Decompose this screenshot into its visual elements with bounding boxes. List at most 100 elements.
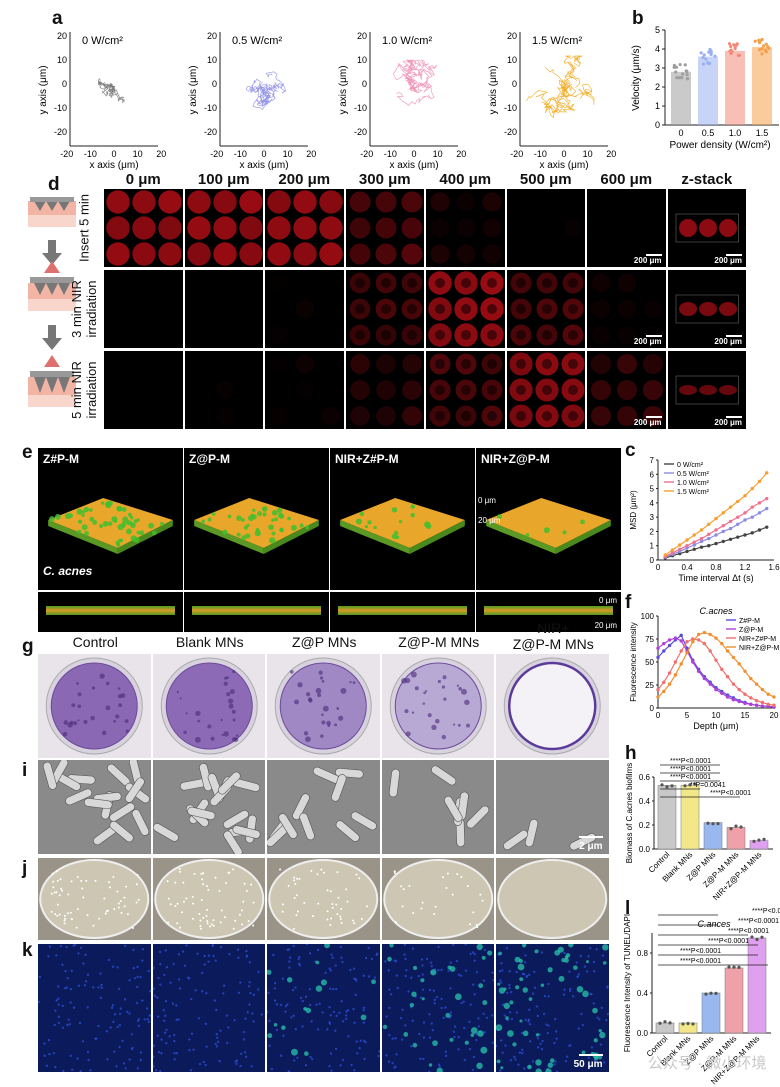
bar	[726, 827, 746, 850]
dapi-nucleus	[218, 1029, 222, 1032]
confocal-image	[426, 351, 505, 429]
dapi-nucleus	[606, 986, 609, 989]
tunel-positive	[429, 969, 436, 976]
y-tick-label: 10	[357, 55, 367, 65]
dapi-nucleus	[279, 1054, 283, 1057]
colony	[67, 893, 70, 896]
dapi-nucleus	[452, 1030, 455, 1034]
fluorescent-spot	[106, 242, 130, 266]
data-point	[767, 46, 771, 50]
dapi-nucleus	[571, 995, 575, 998]
data-point	[702, 641, 707, 646]
dapi-nucleus	[499, 1069, 502, 1072]
data-point	[679, 639, 683, 643]
sem-image	[38, 760, 151, 854]
y-axis-label: y axis (μm)	[338, 65, 349, 114]
colony	[205, 908, 208, 911]
dapi-nucleus	[461, 1000, 465, 1003]
stain-speck	[124, 719, 129, 723]
dapi-nucleus	[496, 1044, 498, 1048]
confocal-image: 200 μm	[667, 189, 746, 267]
dapi-nucleus	[533, 986, 537, 990]
stain-speck	[118, 703, 122, 708]
dapi-nucleus	[48, 945, 52, 948]
dapi-nucleus	[316, 948, 320, 952]
panel-label-g: g	[22, 636, 34, 657]
stain-speck	[206, 724, 211, 729]
colony	[475, 923, 478, 926]
live-cell-spot	[305, 525, 310, 530]
dapi-nucleus	[137, 1024, 140, 1028]
data-point	[706, 821, 710, 825]
data-point	[663, 553, 667, 557]
y-tick-label: 0	[212, 79, 217, 89]
live-cell-spot	[130, 535, 137, 542]
fluorescent-spot	[616, 405, 638, 427]
tunel-positive	[496, 1024, 503, 1032]
tunel-positive	[528, 997, 533, 1001]
stain-speck	[349, 680, 352, 684]
live-cell-spot	[394, 530, 399, 536]
zstack-blob	[698, 302, 717, 316]
dapi-nucleus	[221, 992, 224, 995]
confocal-image	[345, 270, 424, 348]
stain-speck	[427, 713, 432, 718]
colony	[191, 917, 194, 920]
dapi-nucleus	[430, 965, 433, 968]
biofilm-3d-svg	[340, 498, 465, 554]
zstack-blob	[698, 219, 717, 237]
colony	[337, 896, 340, 899]
dapi-nucleus	[297, 962, 301, 965]
confocal-svg	[349, 354, 422, 426]
colony	[455, 873, 458, 876]
data-point	[729, 45, 733, 49]
confocal-svg	[675, 213, 739, 243]
x-tick-label: -20	[60, 149, 73, 159]
dapi-nucleus	[498, 970, 502, 973]
colony	[52, 880, 55, 883]
spot-core	[567, 304, 578, 314]
spot-core	[487, 304, 497, 314]
colony	[56, 879, 59, 882]
data-point	[691, 640, 695, 644]
dapi-nucleus	[136, 1019, 140, 1023]
agar-svg	[39, 859, 150, 939]
tunel-positive	[409, 1002, 414, 1008]
data-point	[679, 649, 683, 653]
column-header: 400 μm	[439, 171, 492, 188]
bar	[703, 822, 723, 850]
stain-speck	[233, 737, 238, 742]
data-point	[711, 822, 715, 826]
dapi-nucleus	[126, 1010, 129, 1014]
colony	[113, 908, 116, 911]
fluorescent-spot	[106, 216, 130, 240]
dapi-nucleus	[156, 1015, 159, 1018]
data-point	[660, 783, 664, 787]
crystal-violet-well	[496, 654, 609, 758]
dapi-nucleus	[377, 1054, 380, 1058]
dapi-nucleus	[152, 987, 155, 990]
y-tick-label: 7	[650, 456, 655, 465]
spot-core	[435, 411, 445, 421]
data-point	[743, 701, 747, 706]
dapi-nucleus	[61, 1004, 64, 1008]
group-title: Z@P-M	[189, 452, 231, 466]
data-point	[732, 965, 736, 969]
colony	[326, 910, 329, 913]
dapi-nucleus	[485, 1016, 488, 1020]
tunel-positive	[565, 953, 571, 958]
stain-speck	[422, 691, 426, 695]
dapi-nucleus	[417, 974, 420, 978]
dapi-nucleus	[553, 1041, 556, 1045]
fluorescent-spot	[349, 380, 370, 400]
sem-svg	[152, 763, 260, 854]
live-cell-spot	[207, 517, 212, 522]
tunel-positive	[582, 990, 589, 998]
colony	[184, 897, 187, 900]
tunel-image	[152, 944, 265, 1072]
dapi-nucleus	[87, 1058, 90, 1062]
stain-speck	[430, 724, 437, 730]
dapi-nucleus	[562, 993, 566, 996]
dapi-nucleus	[508, 1011, 512, 1014]
colony	[295, 914, 298, 917]
